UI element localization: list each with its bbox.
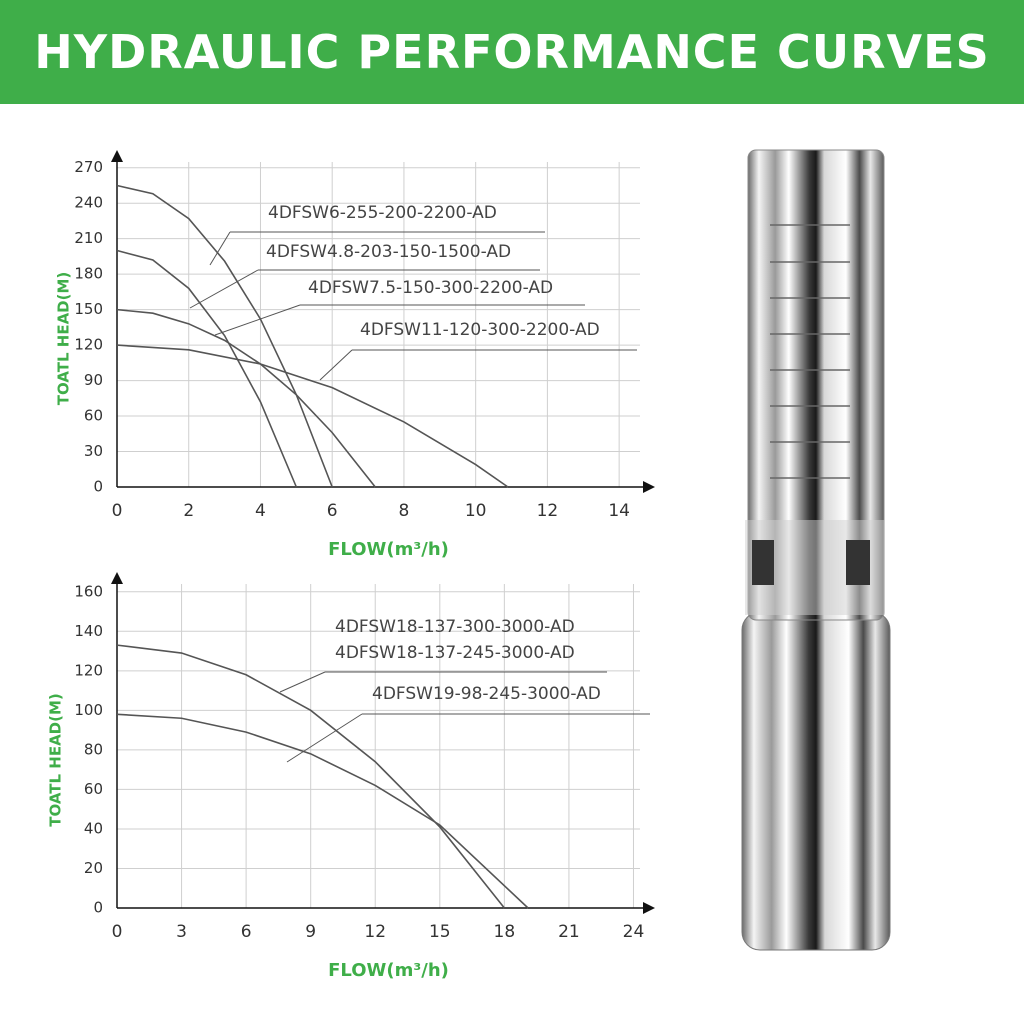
x-tick-label: 0: [112, 501, 123, 521]
y-tick-label: 30: [84, 442, 103, 460]
x-tick-label: 18: [494, 922, 516, 942]
x-tick-label: 24: [623, 922, 645, 942]
x-arrow: [643, 481, 655, 493]
y-tick-label: 40: [84, 819, 103, 837]
x-tick-label: 15: [429, 922, 451, 942]
y-arrow: [111, 150, 123, 162]
y-tick-label: 60: [84, 407, 103, 425]
y-tick-label: 140: [74, 622, 103, 640]
y-tick-label: 210: [74, 229, 103, 247]
series-label: 4DFSW4.8-203-150-1500-AD: [266, 242, 511, 262]
x-tick-label: 3: [176, 922, 187, 942]
label-leader: [209, 231, 231, 266]
y-axis-label: TOATL HEAD(M): [47, 693, 65, 827]
y-tick-label: 240: [74, 194, 103, 212]
x-tick-label: 12: [364, 922, 386, 942]
y-tick-label: 0: [93, 478, 103, 496]
x-tick-label: 12: [537, 501, 559, 521]
x-tick-label: 4: [255, 501, 266, 521]
curve: [116, 344, 509, 488]
label-leader: [286, 713, 363, 763]
y-tick-label: 160: [74, 582, 103, 600]
x-axis-label: FLOW(m³/h): [328, 960, 449, 981]
y-tick-label: 90: [84, 371, 103, 389]
label-leader: [319, 349, 353, 381]
series-label: 4DFSW7.5-150-300-2200-AD: [308, 278, 553, 298]
annotation: 4DFSW18-137-245-3000-AD: [335, 643, 575, 663]
label-leader: [189, 269, 259, 309]
y-tick-label: 60: [84, 780, 103, 798]
x-arrow: [643, 902, 655, 914]
series-label: 4DFSW18-137-300-3000-AD: [335, 617, 575, 637]
y-tick-label: 0: [93, 899, 103, 917]
y-arrow: [111, 572, 123, 584]
curve: [116, 713, 529, 909]
y-tick-label: 80: [84, 740, 103, 758]
pump-image: [741, 149, 891, 951]
curve: [116, 249, 298, 488]
y-tick-label: 120: [74, 336, 103, 354]
y-tick-label: 150: [74, 300, 103, 318]
x-tick-label: 21: [558, 922, 580, 942]
x-axis-label: FLOW(m³/h): [328, 539, 449, 560]
x-tick-label: 9: [305, 922, 316, 942]
label-leader: [279, 671, 326, 693]
x-tick-label: 14: [608, 501, 630, 521]
y-tick-label: 180: [74, 265, 103, 283]
y-tick-label: 20: [84, 859, 103, 877]
x-tick-label: 6: [241, 922, 252, 942]
label-leader: [214, 304, 301, 336]
y-tick-label: 120: [74, 661, 103, 679]
curve: [116, 644, 505, 909]
x-tick-label: 6: [327, 501, 338, 521]
y-tick-label: 100: [74, 701, 103, 719]
series-label: 4DFSW6-255-200-2200-AD: [268, 203, 497, 223]
x-tick-label: 10: [465, 501, 487, 521]
series-label: 4DFSW19-98-245-3000-AD: [372, 684, 601, 704]
x-tick-label: 8: [399, 501, 410, 521]
curve: [116, 308, 376, 488]
series-label: 4DFSW11-120-300-2200-AD: [360, 320, 600, 340]
y-tick-label: 270: [74, 158, 103, 176]
x-tick-label: 0: [112, 922, 123, 942]
header-title: HYDRAULIC PERFORMANCE CURVES: [0, 0, 1024, 104]
x-tick-label: 2: [183, 501, 194, 521]
y-axis-label: TOATL HEAD(M): [55, 272, 73, 406]
